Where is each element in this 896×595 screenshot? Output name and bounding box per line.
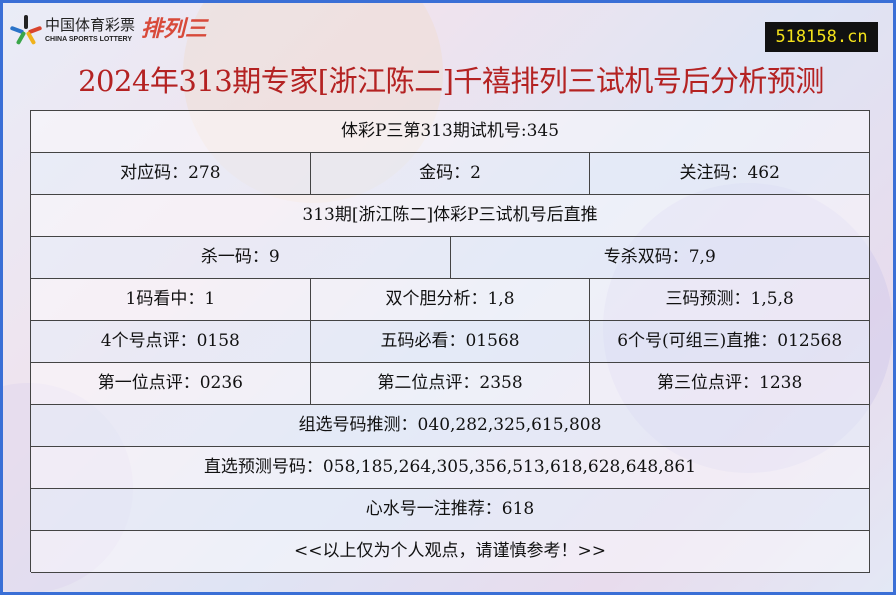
cell: 1码看中：1 [31,279,311,321]
table-row: 心水号一注推荐：618 [31,489,870,531]
cell: 双个胆分析：1,8 [310,279,591,321]
cell: 4个号点评：0158 [31,321,311,363]
site-badge: 518158.cn [765,22,878,52]
direct-prediction: 直选预测号码：058,185,264,305,356,513,618,628,6… [31,447,870,489]
logo-cn: 中国体育彩票 [45,15,136,34]
cell: 三码预测：1,5,8 [590,279,871,321]
table-row: 1码看中：1 双个胆分析：1,8 三码预测：1,5,8 [31,279,871,321]
disclaimer: <<以上仅为个人观点，请谨慎参考！>> [31,531,870,573]
prediction-table: 体彩P三第313期试机号:345 对应码：278 金码：2 关注码：462 31… [30,110,871,573]
cell: 五码必看：01568 [310,321,591,363]
cell: 对应码：278 [31,153,311,195]
table-row: 对应码：278 金码：2 关注码：462 [31,153,871,195]
table-row: 4个号点评：0158 五码必看：01568 6个号(可组三)直推：012568 [31,321,871,363]
cell: 关注码：462 [590,153,871,195]
logo-en: CHINA SPORTS LOTTERY [45,35,132,43]
test-number: 体彩P三第313期试机号:345 [31,111,870,153]
cell: 第三位点评：1238 [590,363,871,405]
subtitle: 313期[浙江陈二]体彩P三试机号后直推 [31,195,870,237]
table-row: 第一位点评：0236 第二位点评：2358 第三位点评：1238 [31,363,871,405]
recommendation: 心水号一注推荐：618 [31,489,870,531]
logo-star-icon [9,15,43,46]
cell: 专杀双码：7,9 [450,237,870,279]
cell: 金码：2 [310,153,591,195]
table-row: 杀一码：9 专杀双码：7,9 [31,237,870,279]
table-row: 直选预测号码：058,185,264,305,356,513,618,628,6… [31,447,870,489]
table-row: 组选号码推测：040,282,325,615,808 [31,405,870,447]
table-row: 体彩P三第313期试机号:345 [31,111,870,153]
logo-game: 排列三 [141,17,208,42]
cell: 6个号(可组三)直推：012568 [590,321,871,363]
table-row: 313期[浙江陈二]体彩P三试机号后直推 [31,195,870,237]
table-row: <<以上仅为个人观点，请谨慎参考！>> [31,531,870,573]
cell: 第一位点评：0236 [31,363,311,405]
cell: 第二位点评：2358 [310,363,591,405]
lottery-logo: 中国体育彩票 CHINA SPORTS LOTTERY 排列三 [9,13,208,47]
group-prediction: 组选号码推测：040,282,325,615,808 [31,405,870,447]
page-title: 2024年313期专家[浙江陈二]千禧排列三试机号后分析预测 [78,64,824,98]
cell: 杀一码：9 [31,237,451,279]
